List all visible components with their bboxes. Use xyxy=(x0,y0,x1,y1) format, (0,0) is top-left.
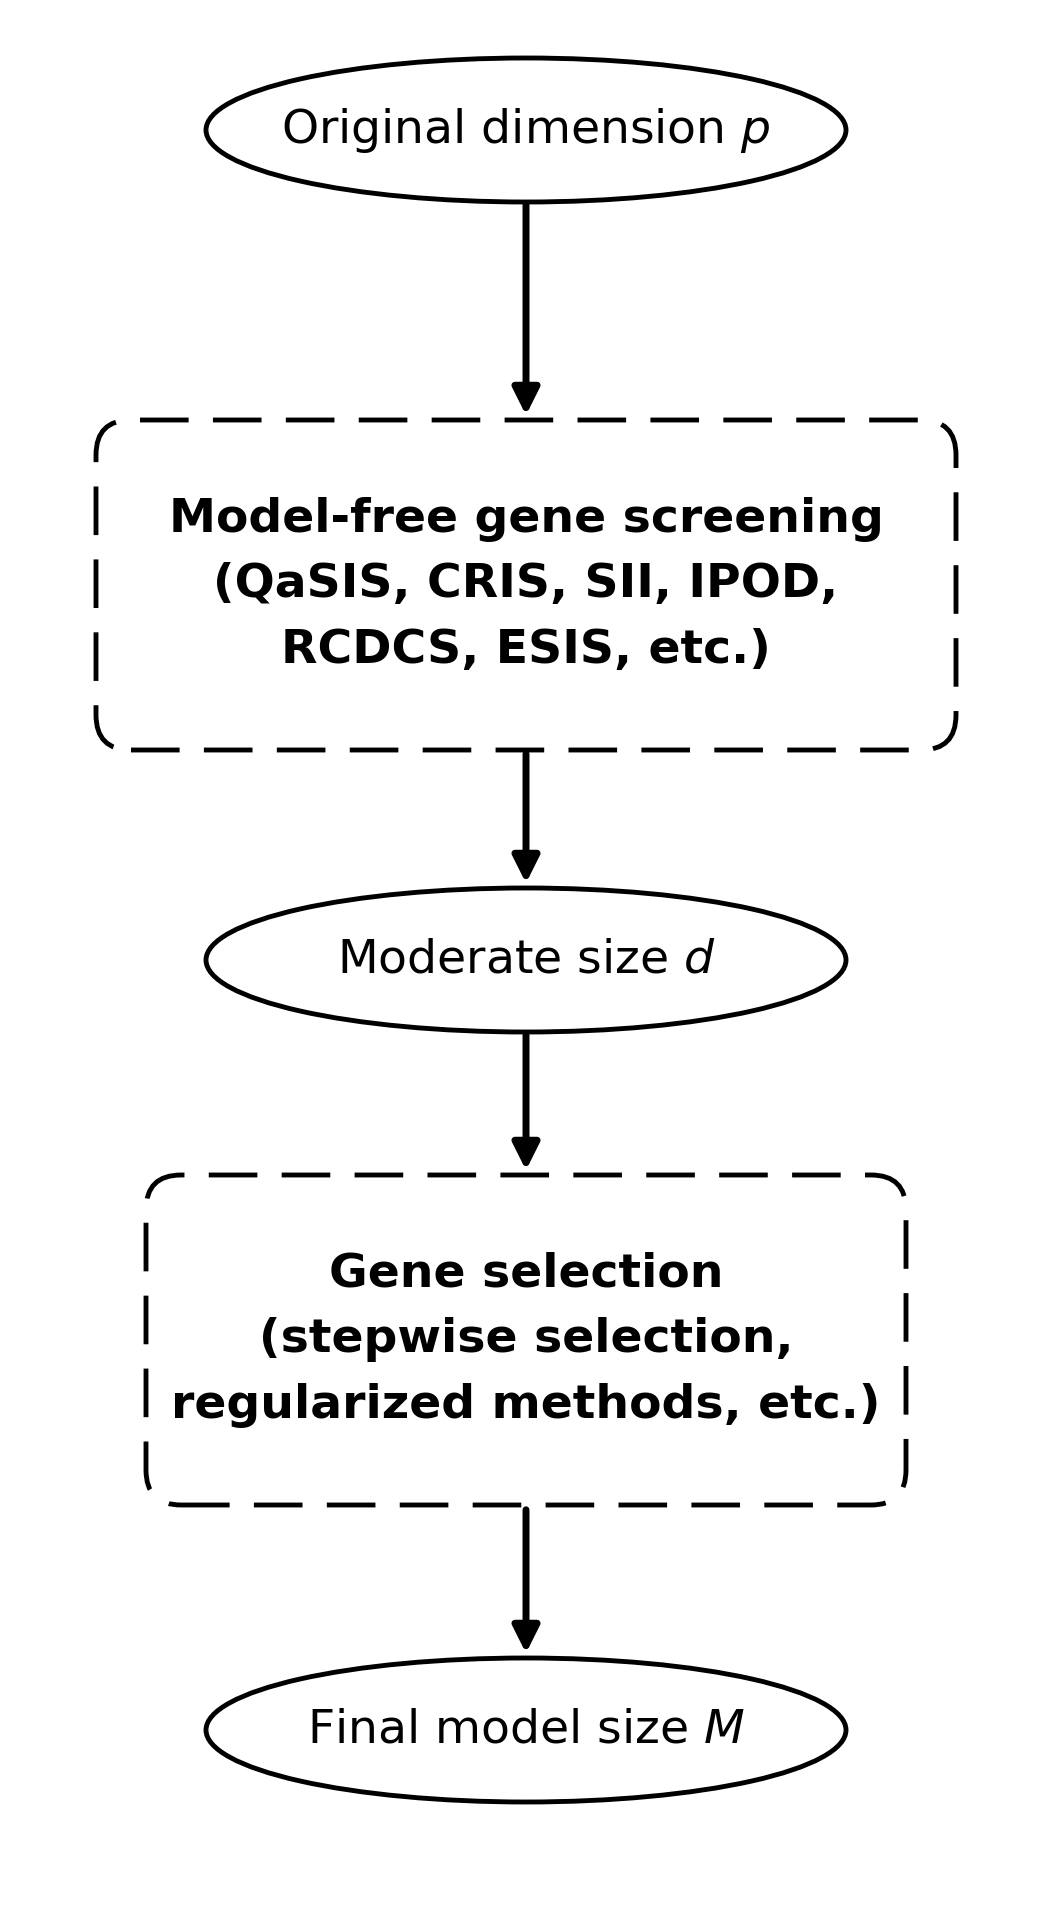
Ellipse shape xyxy=(206,1659,846,1803)
Ellipse shape xyxy=(206,58,846,202)
Text: Moderate size $d$: Moderate size $d$ xyxy=(337,937,715,983)
Text: Gene selection
(stepwise selection,
regularized methods, etc.): Gene selection (stepwise selection, regu… xyxy=(171,1252,881,1428)
Text: Original dimension $p$: Original dimension $p$ xyxy=(281,106,771,154)
Text: Model-free gene screening
(QaSIS, CRIS, SII, IPOD,
RCDCS, ESIS, etc.): Model-free gene screening (QaSIS, CRIS, … xyxy=(168,497,884,674)
FancyBboxPatch shape xyxy=(96,420,956,751)
FancyBboxPatch shape xyxy=(146,1175,906,1505)
Text: Final model size $M$: Final model size $M$ xyxy=(307,1707,745,1753)
Ellipse shape xyxy=(206,887,846,1033)
